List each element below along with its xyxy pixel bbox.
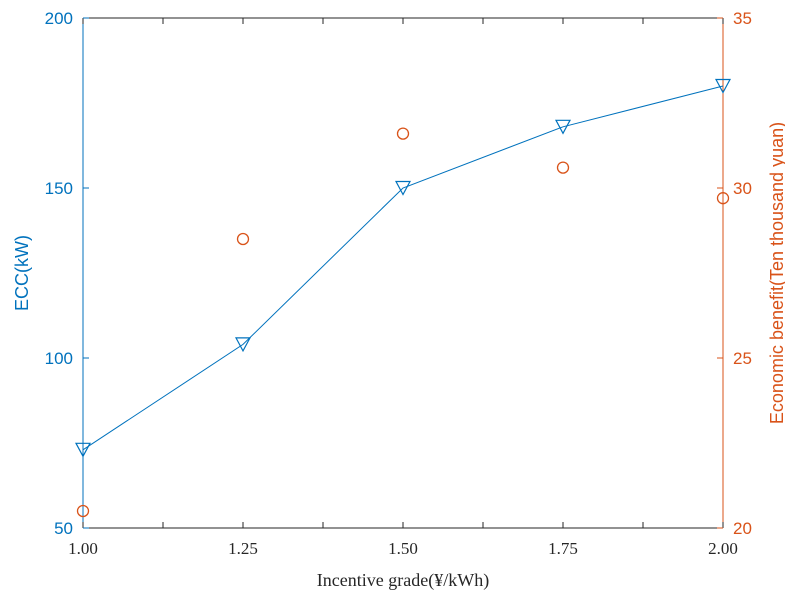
y-left-tick-label: 200 (45, 9, 73, 28)
y-left-tick-label: 50 (54, 519, 73, 538)
ecc-series-line (82, 85, 724, 451)
y-right-tick-label: 35 (733, 9, 752, 28)
economic-benefit-point-marker (556, 161, 570, 174)
economic-benefit-point-marker (76, 504, 90, 518)
x-axis-label: Incentive grade(¥/kWh) (317, 570, 489, 591)
axes: 1.00 1.25 1.50 1.75 2.00 50 100 150 200 20 25 30 35 (45, 9, 752, 558)
y-right-tick-label: 30 (733, 179, 752, 198)
ecc-point-marker (74, 442, 92, 458)
x-tick-label: 1.00 (68, 539, 98, 558)
y-left-axis-label: ECC(kW) (12, 235, 32, 311)
y-right-axis-label: Economic benefit(Ten thousand yuan) (767, 122, 785, 424)
economic-benefit-point-marker (236, 232, 250, 246)
y-left-tick-label: 100 (45, 349, 73, 368)
economic-benefit-point-marker (396, 127, 410, 140)
economic-benefit-point-marker (716, 192, 730, 205)
x-tick-label: 1.50 (388, 539, 418, 558)
ecc-point-marker (714, 78, 732, 94)
ecc-point-marker (234, 337, 252, 353)
x-tick-label: 1.25 (228, 539, 258, 558)
x-tick-label: 2.00 (708, 539, 738, 558)
x-tick-label: 1.75 (548, 539, 578, 558)
y-right-tick-label: 25 (733, 349, 752, 368)
ecc-point-marker (554, 119, 572, 135)
y-right-tick-label: 20 (733, 519, 752, 538)
series-layer (74, 78, 732, 518)
ecc-point-marker (394, 180, 412, 196)
y-left-tick-label: 150 (45, 179, 73, 198)
